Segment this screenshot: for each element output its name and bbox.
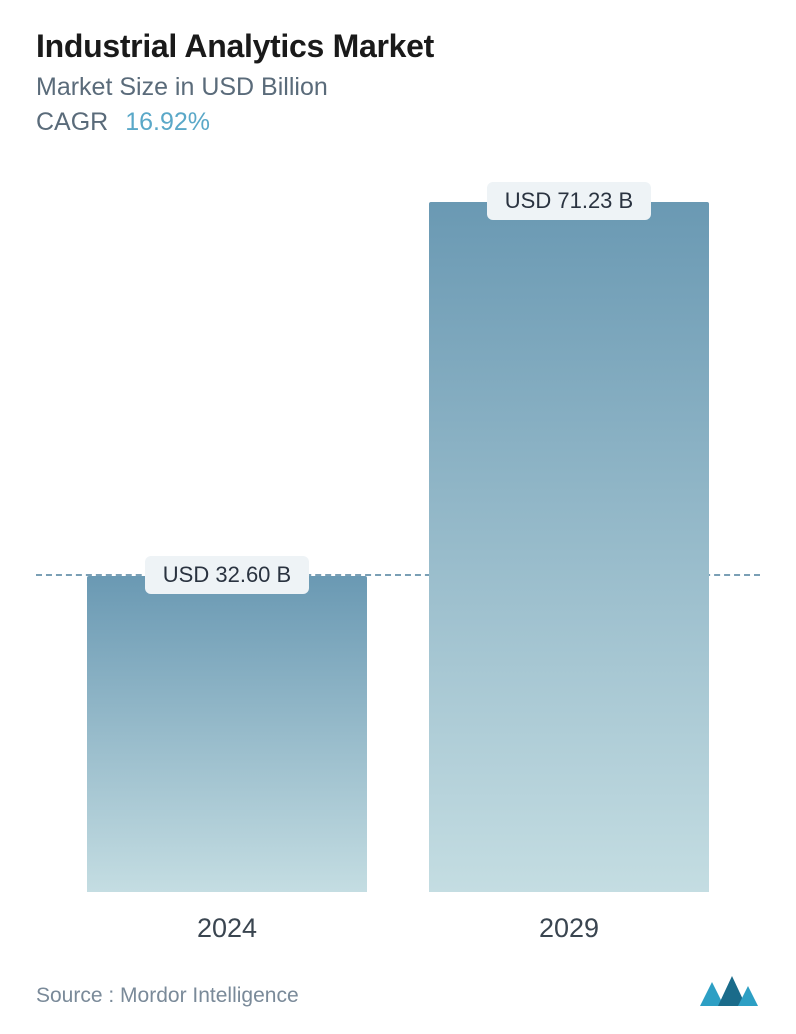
chart-subtitle: Market Size in USD Billion bbox=[36, 73, 760, 102]
chart-footer: Source : Mordor Intelligence bbox=[36, 962, 760, 1014]
brand-logo bbox=[698, 972, 760, 1008]
bar-1 bbox=[429, 202, 709, 892]
x-axis-labels: 2024 2029 bbox=[36, 913, 760, 944]
x-label-1: 2029 bbox=[429, 913, 709, 944]
chart-title: Industrial Analytics Market bbox=[36, 28, 760, 65]
chart-container: Industrial Analytics Market Market Size … bbox=[0, 0, 796, 1034]
cagr-label: CAGR bbox=[36, 108, 108, 136]
logo-icon bbox=[698, 972, 760, 1008]
bar-value-label-0: USD 32.60 B bbox=[145, 556, 309, 594]
source-text: Source : Mordor Intelligence bbox=[36, 984, 299, 1008]
cagr-value: 16.92% bbox=[125, 108, 210, 136]
cagr-line: CAGR 16.92% bbox=[36, 108, 760, 137]
bars-wrapper: USD 32.60 B USD 71.23 B bbox=[36, 165, 760, 892]
x-label-0: 2024 bbox=[87, 913, 367, 944]
bar-0 bbox=[87, 576, 367, 892]
bar-group-0: USD 32.60 B bbox=[87, 165, 367, 892]
chart-plot-area: USD 32.60 B USD 71.23 B 2024 2029 bbox=[36, 165, 760, 962]
bar-value-label-1: USD 71.23 B bbox=[487, 182, 651, 220]
bar-group-1: USD 71.23 B bbox=[429, 165, 709, 892]
